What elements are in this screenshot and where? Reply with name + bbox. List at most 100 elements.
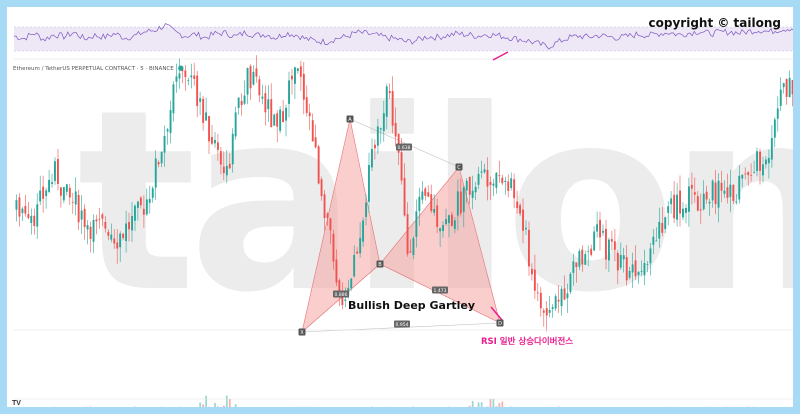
candle-body xyxy=(519,205,521,214)
candle-body xyxy=(459,191,462,214)
candle-body xyxy=(581,249,584,265)
candle-body xyxy=(368,165,370,202)
candle-body xyxy=(208,116,210,142)
candle-body xyxy=(270,99,273,128)
candle-body xyxy=(753,171,755,173)
candle-body xyxy=(770,138,773,160)
volume-bar xyxy=(170,410,172,414)
candle-body xyxy=(720,182,723,191)
volume-bar xyxy=(223,405,225,407)
candle-body xyxy=(699,209,702,211)
pivot-a-label: A xyxy=(348,117,352,123)
volume-bar xyxy=(22,410,24,414)
volume-bar xyxy=(498,403,501,407)
candle-body xyxy=(451,214,453,226)
candle-body xyxy=(548,309,551,313)
candle-body xyxy=(54,161,56,181)
volume-bar xyxy=(401,410,403,414)
candle-body xyxy=(679,190,681,214)
candle-body xyxy=(68,188,71,198)
volume-bar xyxy=(623,408,625,414)
volume-bar xyxy=(783,409,785,414)
candle-body xyxy=(231,133,234,165)
volume-bar xyxy=(507,408,509,414)
pivot-b-label: B xyxy=(378,262,382,268)
volume-bar xyxy=(733,408,735,414)
volume-bar xyxy=(759,408,761,414)
candle-body xyxy=(329,218,332,231)
candle-body xyxy=(782,83,785,88)
candle-body xyxy=(246,68,249,95)
volume-bar xyxy=(228,399,231,407)
candle-body xyxy=(308,112,311,117)
volume-bar xyxy=(670,406,673,407)
volume-bar xyxy=(336,408,338,414)
volume-bar xyxy=(93,409,95,414)
candle-body xyxy=(593,231,596,251)
candle-body xyxy=(682,208,684,218)
volume-bar xyxy=(685,410,687,414)
candle-body xyxy=(655,240,658,242)
candle-body xyxy=(596,224,598,232)
candle-body xyxy=(62,187,65,201)
candle-body xyxy=(317,146,320,184)
volume-bar xyxy=(146,408,148,414)
candle-body xyxy=(477,173,480,185)
candle-body xyxy=(217,142,219,150)
volume-bar xyxy=(477,402,480,407)
volume-bar xyxy=(744,411,746,414)
candle-body xyxy=(33,215,36,226)
volume-bar xyxy=(658,409,660,414)
candle-body xyxy=(178,73,181,79)
candle-body xyxy=(732,184,735,201)
volume-bar xyxy=(300,408,302,414)
volume-bar xyxy=(468,405,471,407)
pattern-xb-line xyxy=(301,263,381,333)
candle-body xyxy=(640,271,643,272)
candle-body xyxy=(729,184,732,197)
volume-bar xyxy=(244,409,246,414)
candle-body xyxy=(234,112,237,137)
candle-body xyxy=(190,75,193,78)
candle-body xyxy=(483,169,486,173)
candle-body xyxy=(45,190,48,196)
candle-body xyxy=(584,254,587,265)
rsi-divergence-note: RSI 일반 상승다이버전스 xyxy=(481,337,574,347)
volume-bar xyxy=(250,410,252,414)
candle-body xyxy=(536,292,539,294)
volume-bar xyxy=(578,410,580,414)
candle-body xyxy=(264,93,267,113)
volume-bar xyxy=(160,406,163,407)
candle-body xyxy=(468,176,471,195)
candle-body xyxy=(139,197,142,206)
volume-bar xyxy=(57,408,59,414)
candle-body xyxy=(77,195,80,223)
candle-body xyxy=(634,260,637,277)
candle-body xyxy=(122,233,125,239)
candle-body xyxy=(522,209,524,231)
volume-bar xyxy=(700,410,702,414)
candle-body xyxy=(107,231,110,236)
volume-bar xyxy=(638,409,640,414)
candle-body xyxy=(98,218,101,220)
candle-body xyxy=(616,253,619,271)
volume-bar xyxy=(315,410,317,414)
chart-canvas[interactable]: X A B C D 0.886 0.638 1.473 0.954 xyxy=(7,7,800,414)
candle-body xyxy=(394,123,397,137)
volume-bar xyxy=(724,410,726,414)
volume-bar xyxy=(119,409,121,414)
candle-body xyxy=(516,201,519,209)
pattern-title: Bullish Deep Gartley xyxy=(348,299,476,312)
volume-bar xyxy=(347,407,349,414)
volume-bar xyxy=(765,408,767,414)
candle-body xyxy=(462,187,465,212)
candle-body xyxy=(738,175,741,200)
candle-body xyxy=(560,288,563,307)
volume-bar xyxy=(605,407,607,414)
candle-body xyxy=(142,208,145,215)
volume-bar xyxy=(356,411,358,414)
candle-body xyxy=(554,296,557,309)
volume-bar xyxy=(202,404,204,407)
candle-body xyxy=(492,183,495,186)
candle-body xyxy=(658,221,661,239)
